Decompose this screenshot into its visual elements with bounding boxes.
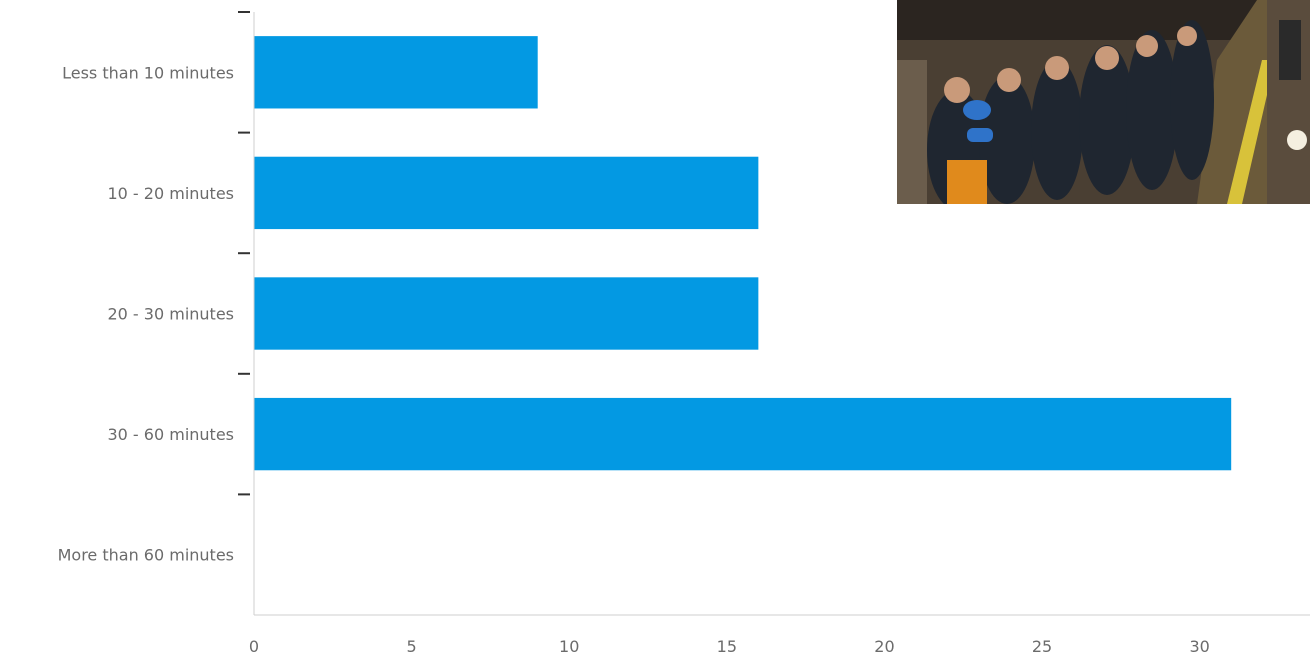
bar-2 <box>254 277 758 349</box>
subway-platform-photo <box>897 0 1310 204</box>
x-tick-label: 0 <box>249 637 259 656</box>
x-tick-label: 25 <box>1032 637 1052 656</box>
x-tick-label: 5 <box>407 637 417 656</box>
category-label: Less than 10 minutes <box>62 63 234 82</box>
x-tick-label: 15 <box>717 637 737 656</box>
bar-0 <box>254 36 538 108</box>
category-label: 10 - 20 minutes <box>107 184 234 203</box>
x-tick-labels: 0 5 10 15 20 25 30 <box>249 637 1210 656</box>
x-tick-label: 20 <box>874 637 894 656</box>
bar-1 <box>254 157 758 229</box>
category-label: 30 - 60 minutes <box>107 425 234 444</box>
x-tick-label: 30 <box>1189 637 1209 656</box>
category-labels: Less than 10 minutes 10 - 20 minutes 20 - … <box>58 63 234 564</box>
category-label: 20 - 30 minutes <box>107 305 234 324</box>
category-label: More than 60 minutes <box>58 546 234 565</box>
x-tick-label: 10 <box>559 637 579 656</box>
bar-3 <box>254 398 1231 470</box>
